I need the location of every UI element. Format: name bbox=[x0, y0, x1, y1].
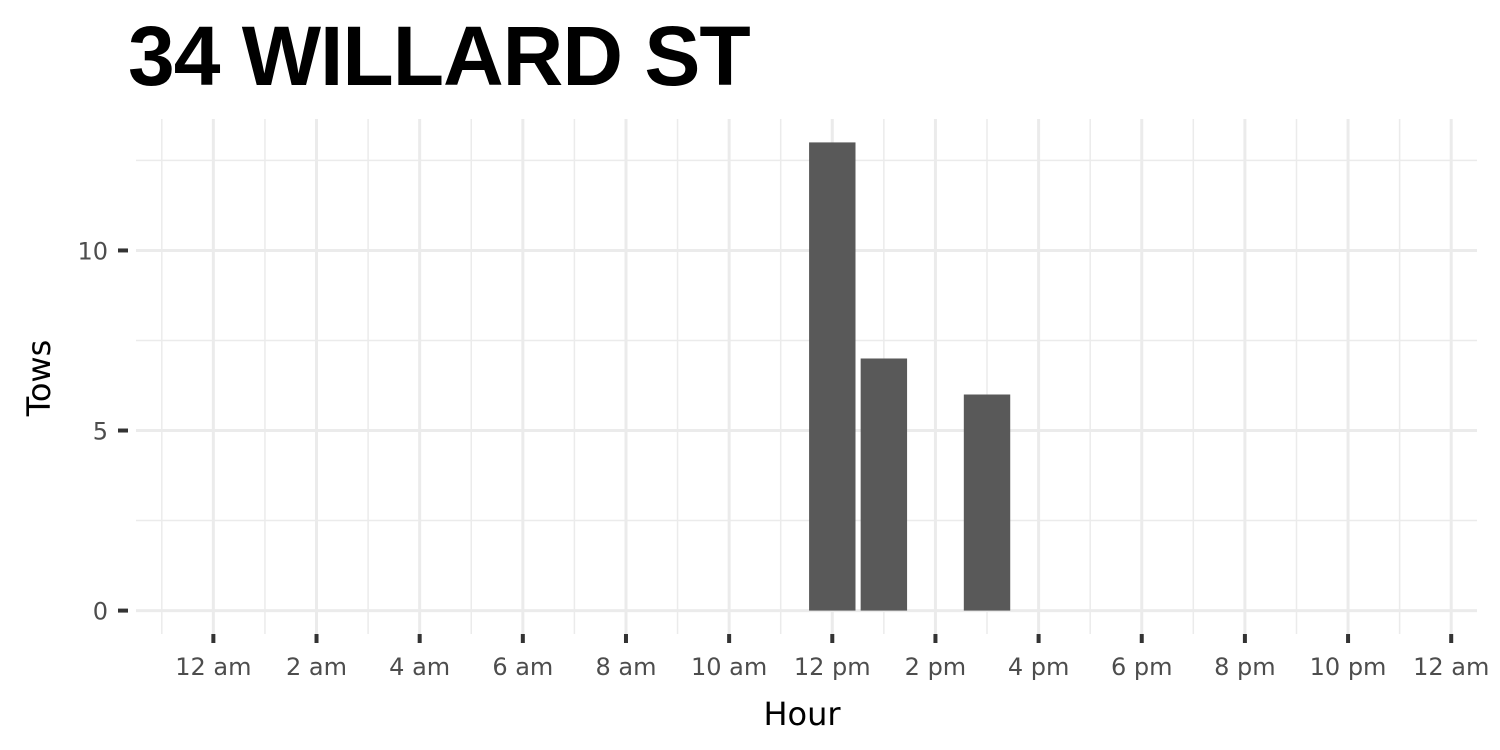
x-tick-label: 8 pm bbox=[1214, 653, 1276, 681]
chart-title: 34 WILLARD ST bbox=[128, 9, 751, 103]
x-axis-title: Hour bbox=[763, 695, 841, 733]
y-axis: 0 5 10 bbox=[77, 237, 128, 626]
x-tick-label: 12 am bbox=[175, 653, 251, 681]
bar-hour-13 bbox=[860, 358, 908, 611]
x-tick-label: 2 am bbox=[286, 653, 347, 681]
y-tick-label: 0 bbox=[93, 598, 108, 626]
x-tick-label: 2 pm bbox=[905, 653, 967, 681]
x-tick-label: 4 pm bbox=[1008, 653, 1070, 681]
x-tick-label: 12 am bbox=[1413, 653, 1489, 681]
bars bbox=[809, 142, 1011, 611]
x-tick-label: 8 am bbox=[595, 653, 656, 681]
y-axis-title: Tows bbox=[20, 340, 58, 418]
y-tick-label: 10 bbox=[77, 237, 108, 265]
x-tick-label: 6 am bbox=[492, 653, 553, 681]
x-axis: 12 am 2 am 4 am 6 am 8 am 10 am 12 pm 2 pm 4 pm 6… bbox=[175, 634, 1489, 681]
x-tick-label: 12 pm bbox=[794, 653, 871, 681]
grid-minor bbox=[136, 119, 1477, 634]
x-tick-label: 4 am bbox=[389, 653, 450, 681]
x-tick-label: 10 am bbox=[691, 653, 767, 681]
x-tick-label: 10 pm bbox=[1310, 653, 1387, 681]
y-tick-label: 5 bbox=[93, 418, 108, 446]
bar-hour-12 bbox=[809, 142, 856, 611]
bar-hour-15 bbox=[963, 394, 1011, 611]
x-tick-label: 6 pm bbox=[1111, 653, 1173, 681]
grid-major bbox=[136, 119, 1477, 634]
